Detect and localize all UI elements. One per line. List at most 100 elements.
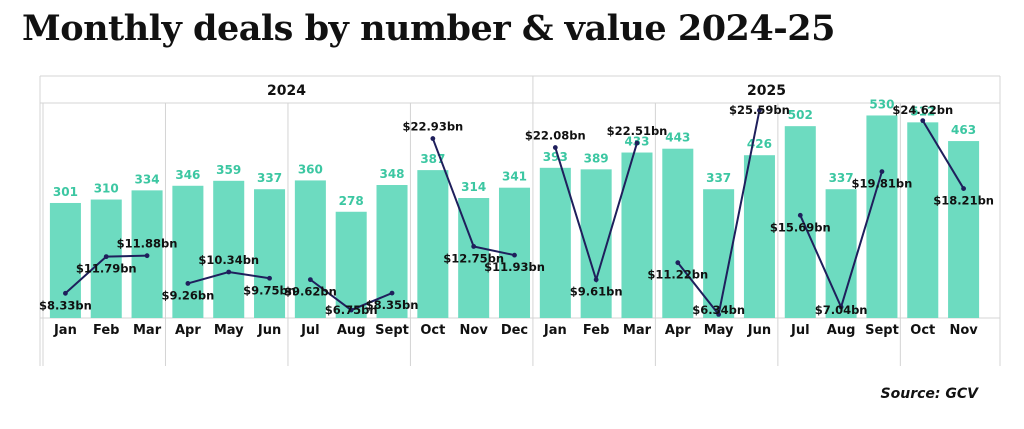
deal-value-label: $22.93bn bbox=[402, 120, 463, 134]
deal-count-label: 443 bbox=[665, 131, 690, 145]
month-label: Jun bbox=[257, 323, 281, 338]
month-label: Feb bbox=[583, 323, 609, 338]
deal-value-line bbox=[921, 120, 965, 190]
deal-value-label: $6.34bn bbox=[692, 303, 745, 317]
year-label: 2024 bbox=[267, 83, 306, 99]
deal-count-bar bbox=[948, 141, 980, 318]
deal-value-point bbox=[307, 277, 313, 283]
deal-value-point bbox=[920, 118, 926, 124]
deal-value-point bbox=[838, 304, 844, 310]
deal-count-label: 337 bbox=[706, 171, 731, 185]
month-label: Feb bbox=[93, 323, 119, 338]
month-label: Mar bbox=[623, 323, 652, 338]
deal-value-point bbox=[430, 136, 436, 141]
deal-count-label: 393 bbox=[543, 150, 568, 164]
deal-value-label: $9.61bn bbox=[570, 285, 623, 299]
month-label: Dec bbox=[501, 323, 528, 338]
deal-count-label: 310 bbox=[94, 182, 119, 196]
deal-value-point bbox=[961, 186, 966, 191]
deal-count-bar bbox=[294, 180, 326, 318]
month-label: May bbox=[214, 323, 244, 338]
deal-count-label: 278 bbox=[339, 194, 364, 208]
month-label: Jan bbox=[53, 323, 77, 338]
deal-count-label: 301 bbox=[53, 185, 78, 199]
deal-value-point bbox=[63, 290, 68, 296]
deal-count-bar bbox=[784, 126, 816, 319]
month-label: Aug bbox=[337, 323, 366, 338]
deal-value-point bbox=[757, 107, 762, 113]
deal-value-point bbox=[512, 252, 517, 258]
deal-count-label: 389 bbox=[584, 151, 609, 165]
month-label: Nov bbox=[949, 323, 978, 338]
deal-value-label: $6.75bn bbox=[325, 303, 378, 317]
deal-count-bar bbox=[213, 180, 245, 318]
deal-value-label: $15.69bn bbox=[770, 220, 831, 234]
month-label: Jul bbox=[300, 323, 320, 338]
month-label: Jan bbox=[543, 323, 567, 338]
deal-count-bar bbox=[825, 189, 857, 318]
deal-value-point bbox=[879, 169, 885, 175]
month-label: May bbox=[704, 323, 734, 338]
deal-value-point bbox=[185, 281, 191, 286]
deal-count-label: 341 bbox=[502, 170, 527, 184]
month-label: Sept bbox=[375, 323, 409, 338]
deal-count-label: 334 bbox=[135, 172, 160, 186]
year-label: 2025 bbox=[747, 83, 786, 99]
deal-value-label: $8.35bn bbox=[366, 298, 419, 312]
deal-value-label: $19.81bn bbox=[852, 177, 913, 191]
deal-count-bar bbox=[49, 202, 81, 318]
deal-value-point bbox=[797, 212, 803, 218]
deal-value-label: $22.51bn bbox=[607, 124, 668, 138]
deal-value-point bbox=[716, 311, 722, 317]
deal-count-label: 337 bbox=[257, 171, 282, 185]
deal-value-label: $22.08bn bbox=[525, 129, 586, 143]
deal-value-point bbox=[593, 277, 599, 283]
month-label: Jul bbox=[790, 323, 810, 338]
deal-value-label: $9.62bn bbox=[284, 285, 337, 299]
deal-value-label: $18.21bn bbox=[933, 194, 994, 208]
deal-count-bar bbox=[172, 185, 204, 318]
deal-count-bar bbox=[703, 189, 735, 318]
deal-count-bar bbox=[335, 211, 367, 318]
month-label: Mar bbox=[133, 323, 162, 338]
deal-count-label: 360 bbox=[298, 162, 323, 176]
deal-value-label: $9.75bn bbox=[243, 283, 296, 297]
deal-count-label: 314 bbox=[461, 180, 486, 194]
deal-value-point bbox=[103, 254, 109, 260]
deal-count-label: 530 bbox=[869, 97, 894, 111]
deal-value-point bbox=[552, 145, 558, 150]
month-label: Oct bbox=[910, 323, 935, 338]
month-label: Sept bbox=[865, 323, 899, 338]
deal-count-bar bbox=[662, 148, 694, 318]
source-note: Source: GCV bbox=[880, 386, 978, 402]
deal-value-label: $11.93bn bbox=[484, 260, 545, 274]
deal-value-point bbox=[267, 275, 272, 281]
month-label: Apr bbox=[665, 323, 691, 338]
deal-count-label: 359 bbox=[216, 163, 241, 177]
deal-count-bar bbox=[417, 170, 449, 318]
deal-value-point bbox=[389, 290, 395, 296]
deal-count-bar bbox=[539, 167, 571, 318]
deal-count-label: 337 bbox=[829, 171, 854, 185]
month-label: Aug bbox=[827, 323, 856, 338]
deal-value-label: $24.62bn bbox=[892, 103, 953, 117]
deal-count-bar bbox=[907, 122, 939, 318]
deal-value-point bbox=[471, 244, 477, 249]
deal-count-label: 502 bbox=[788, 108, 813, 122]
month-label: Nov bbox=[460, 323, 489, 338]
deal-count-bar bbox=[376, 185, 408, 318]
deal-value-label: $8.33bn bbox=[39, 298, 92, 312]
deal-value-point bbox=[675, 260, 681, 266]
deal-value-label: $9.26bn bbox=[161, 288, 214, 302]
deal-value-label: $10.34bn bbox=[198, 253, 259, 267]
month-label: Apr bbox=[175, 323, 201, 338]
deal-count-bar bbox=[866, 115, 898, 318]
deal-value-point bbox=[634, 140, 640, 146]
chart-title: Monthly deals by number & value 2024-25 bbox=[22, 8, 836, 49]
deal-value-label: $11.88bn bbox=[117, 237, 178, 251]
deal-count-bar bbox=[254, 189, 286, 318]
month-label: Oct bbox=[420, 323, 445, 338]
deal-value-label: $11.79bn bbox=[76, 262, 137, 276]
deal-count-bar bbox=[743, 155, 775, 318]
